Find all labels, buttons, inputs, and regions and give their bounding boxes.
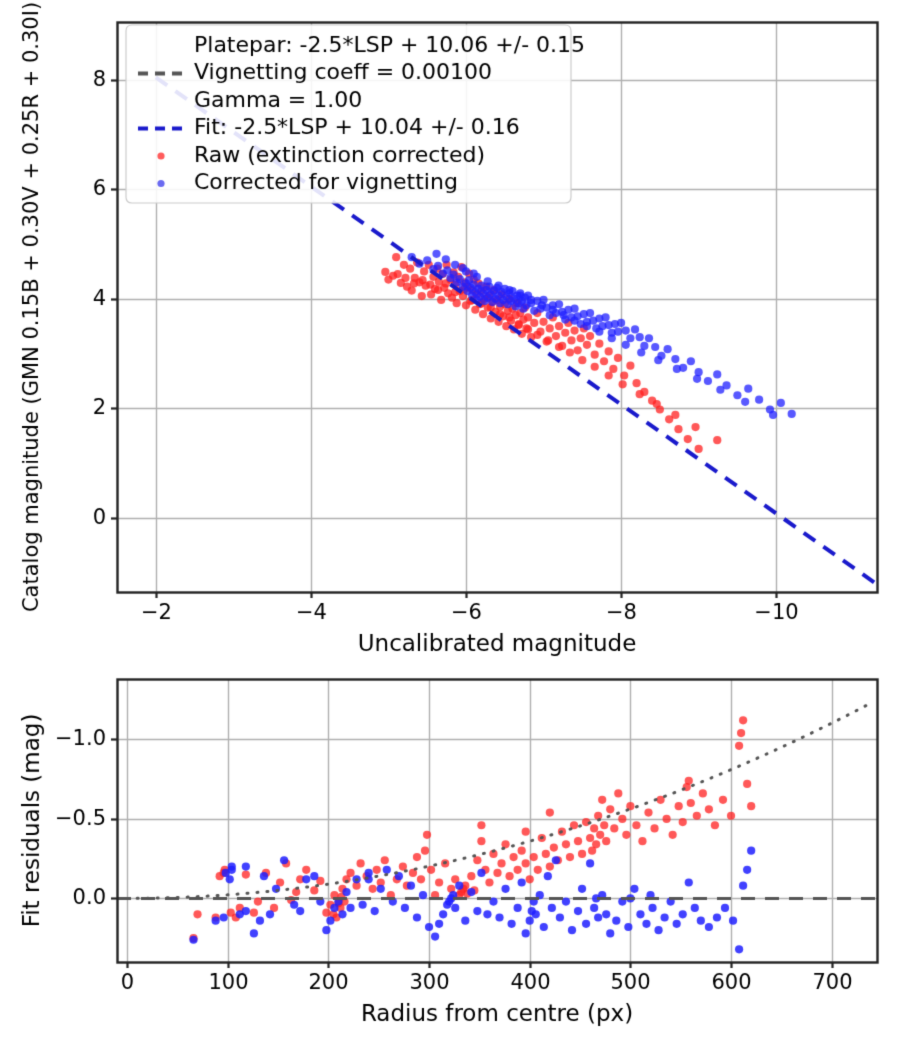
figure-root: Uncalibrated magnitude Catalog magnitude… [0, 0, 900, 1050]
matplotlib-figure-canvas [0, 0, 900, 1050]
